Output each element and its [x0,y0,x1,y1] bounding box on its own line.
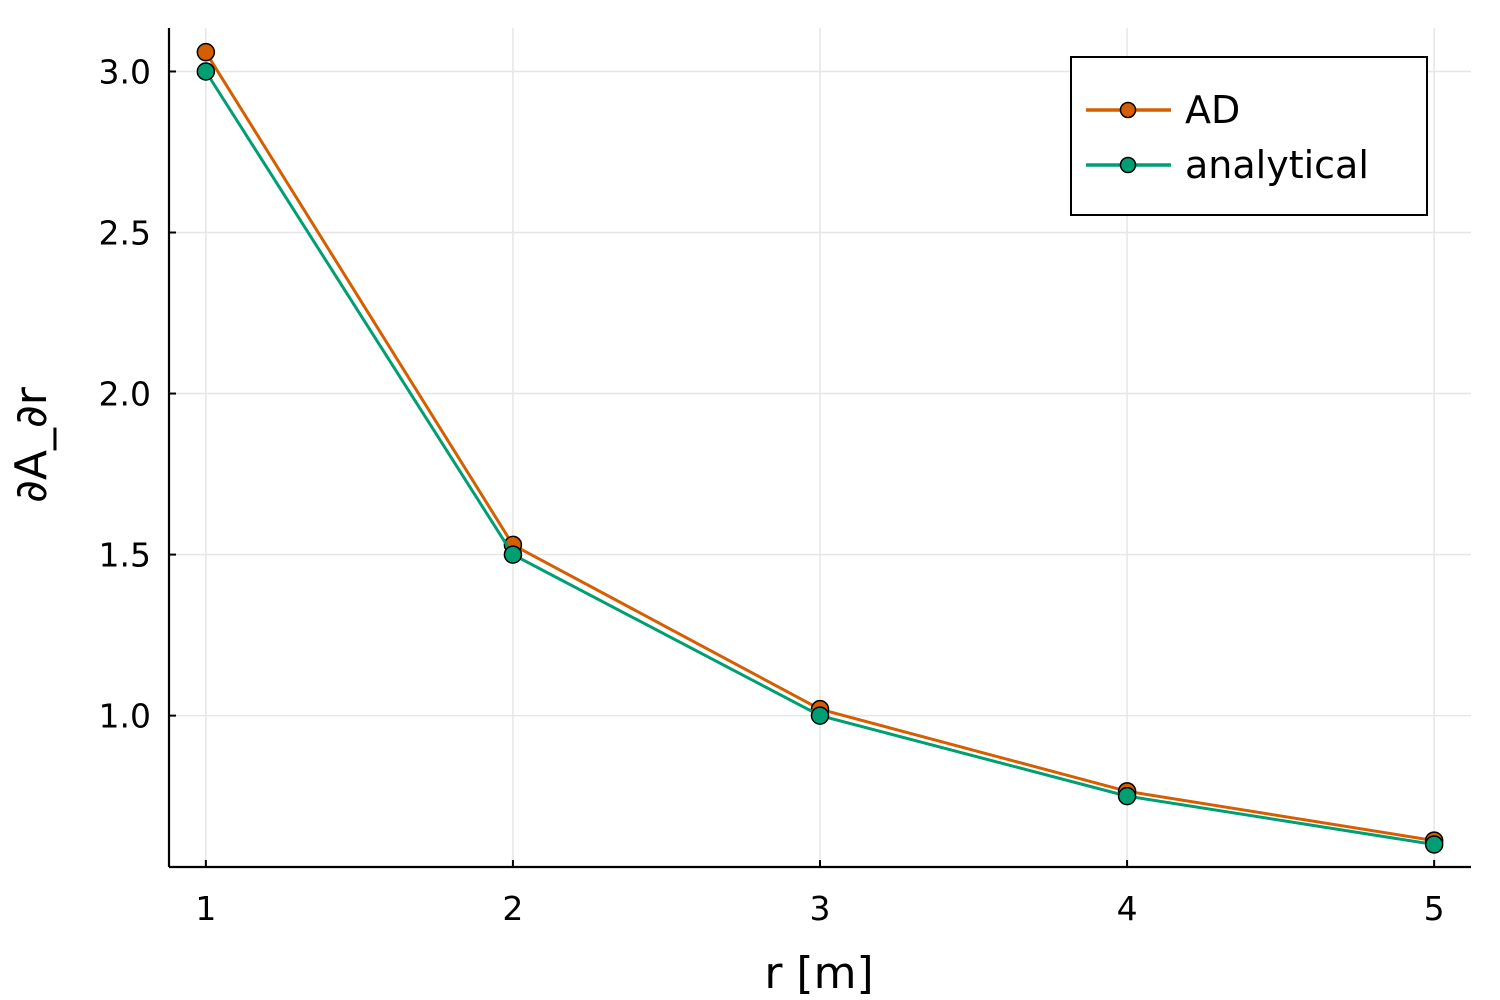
legend-marker [1119,156,1137,174]
data-point [1117,786,1137,806]
data-point [196,62,216,81]
x-tick-label: 2 [502,889,523,928]
data-point [503,545,523,564]
x-tick-label: 4 [1117,889,1138,928]
x-tick-label: 5 [1424,889,1445,928]
x-tick-label: 1 [195,889,216,928]
y-tick-label: 2.0 [99,375,151,414]
y-tick-label: 2.5 [99,214,151,253]
legend-marker [1119,101,1137,119]
data-point [196,42,216,62]
series-analytical [196,62,1444,854]
tick-labels: 1 2 3 4 5 1.0 1.5 2.0 2.5 3.0 [99,52,1445,928]
legend: AD analytical [1070,56,1428,216]
y-axis-label: ∂A_∂r [6,386,57,503]
x-tick-label: 3 [810,889,831,928]
axes [167,28,1471,869]
legend-label: AD [1185,88,1240,132]
legend-label: analytical [1185,143,1369,187]
legend-box [1070,56,1428,216]
data-point [1424,835,1444,854]
y-tick-label: 1.5 [99,536,151,575]
series [196,42,1444,854]
y-tick-label: 1.0 [99,697,151,736]
x-axis-label: r [m] [764,948,873,999]
y-tick-label: 3.0 [99,52,151,91]
data-point [810,706,830,725]
